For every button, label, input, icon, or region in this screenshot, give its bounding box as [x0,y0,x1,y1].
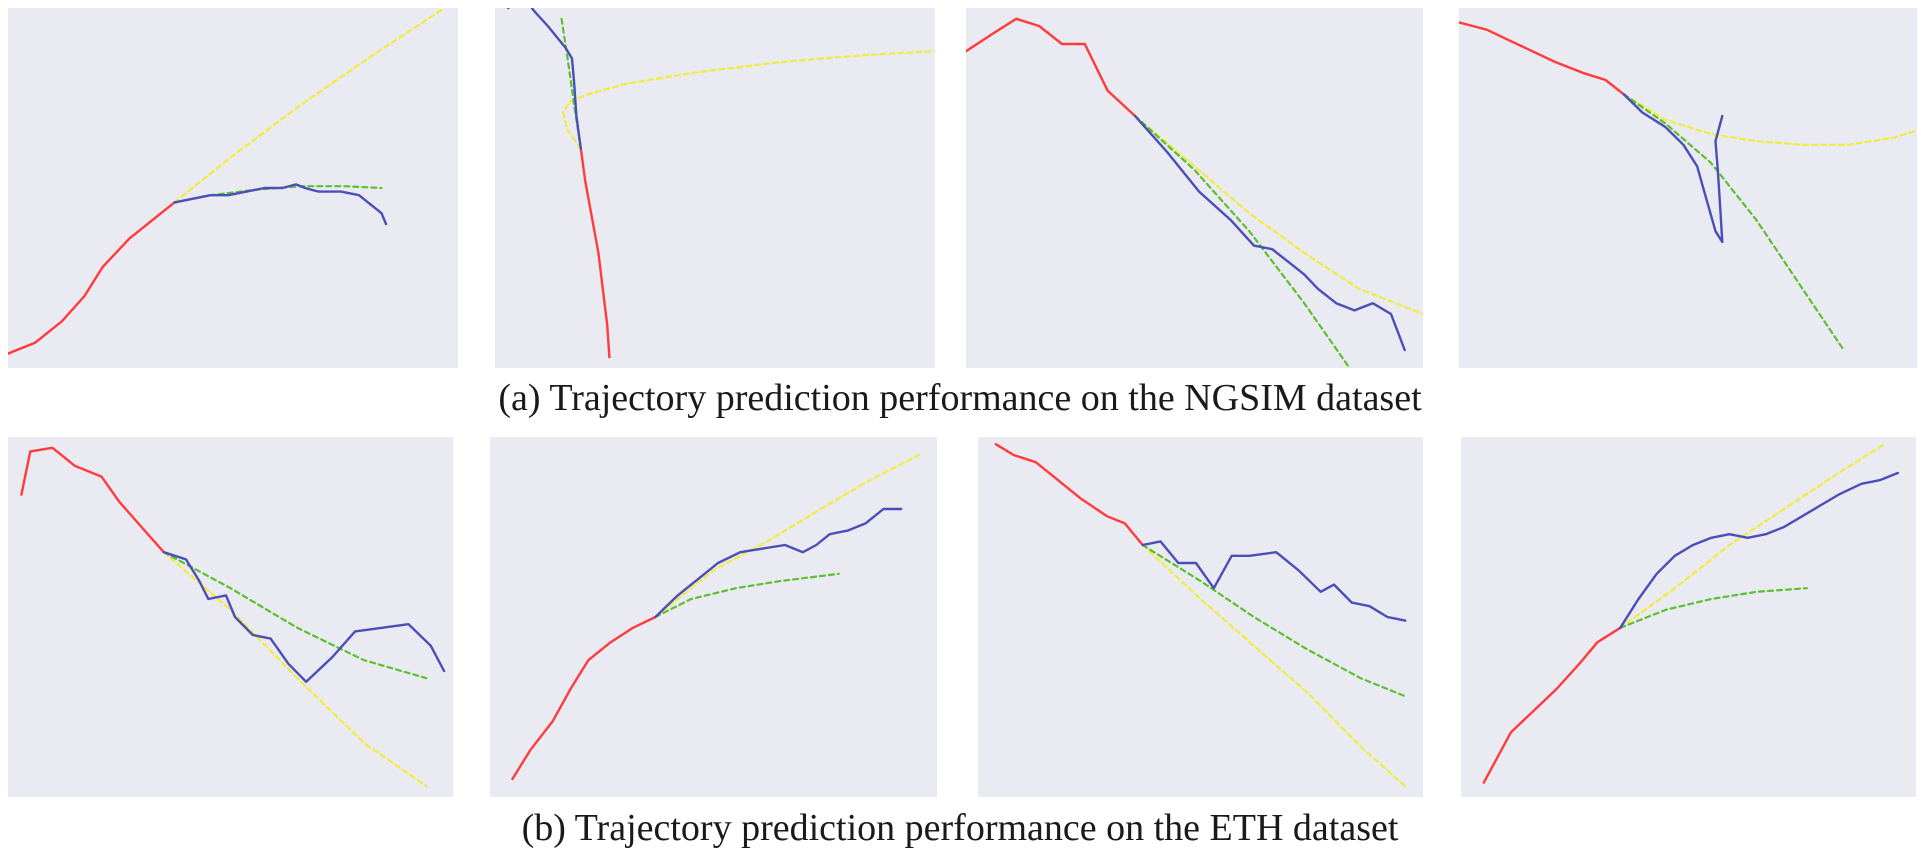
panel-background [1459,8,1917,368]
trajectory-lines [511,453,921,781]
history-line [1482,626,1622,784]
panel-eth-2 [490,437,937,797]
panel-background [490,437,937,797]
caption-eth: (b) Trajectory prediction performance on… [522,807,1399,849]
prediction-yellow-line [1622,93,1917,146]
panel-background [966,8,1423,368]
trajectory-lines [966,17,1423,368]
prediction-green-line [654,572,840,619]
panel-ngsim-2 [495,8,935,368]
panel-ngsim-3 [966,8,1423,368]
prediction-yellow-line [162,551,428,788]
trajectory-lines [507,8,935,359]
history-line [511,615,657,781]
panel-eth-1 [8,437,453,797]
panel-ngsim-4 [1459,8,1917,368]
panel-ngsim-1 [8,8,458,368]
panel-eth-4 [1461,437,1916,797]
prediction-yellow-line [1133,114,1423,316]
ground-truth-line [1622,93,1724,244]
prediction-green-line [1619,587,1808,629]
ground-truth-line [162,551,446,683]
prediction-yellow-line [1619,443,1886,629]
trajectory-lines [994,443,1407,788]
caption-ngsim: (a) Trajectory prediction performance on… [498,377,1422,419]
ground-truth-line [654,507,903,619]
history-line [8,201,176,355]
panel-background [8,8,458,368]
ground-truth-line [1133,114,1406,352]
history-line [994,443,1144,547]
trajectory-lines [8,8,446,355]
panel-eth-3 [978,437,1423,797]
history-line [966,17,1137,118]
panel-background [495,8,935,368]
panel-background [1461,437,1916,797]
prediction-green-line [1141,543,1407,698]
prediction-yellow-line [654,453,921,619]
prediction-green-line [1133,114,1351,368]
prediction-yellow-line [562,50,935,150]
history-line [20,446,166,554]
panel-background [978,437,1423,797]
panels-group [8,8,1917,797]
prediction-yellow-line [173,8,446,204]
trajectory-lines [1459,21,1917,352]
ground-truth-line [1619,471,1900,629]
prediction-green-line [162,551,428,680]
panel-background [8,437,453,797]
ground-truth-line [507,8,582,150]
ground-truth-line [173,183,388,226]
prediction-green-line [1622,93,1845,352]
trajectory-lines [1482,443,1900,784]
ground-truth-line [1141,540,1407,622]
history-line [1459,21,1626,96]
prediction-yellow-line [1141,543,1407,788]
history-line [579,147,611,359]
trajectory-lines [20,446,446,788]
